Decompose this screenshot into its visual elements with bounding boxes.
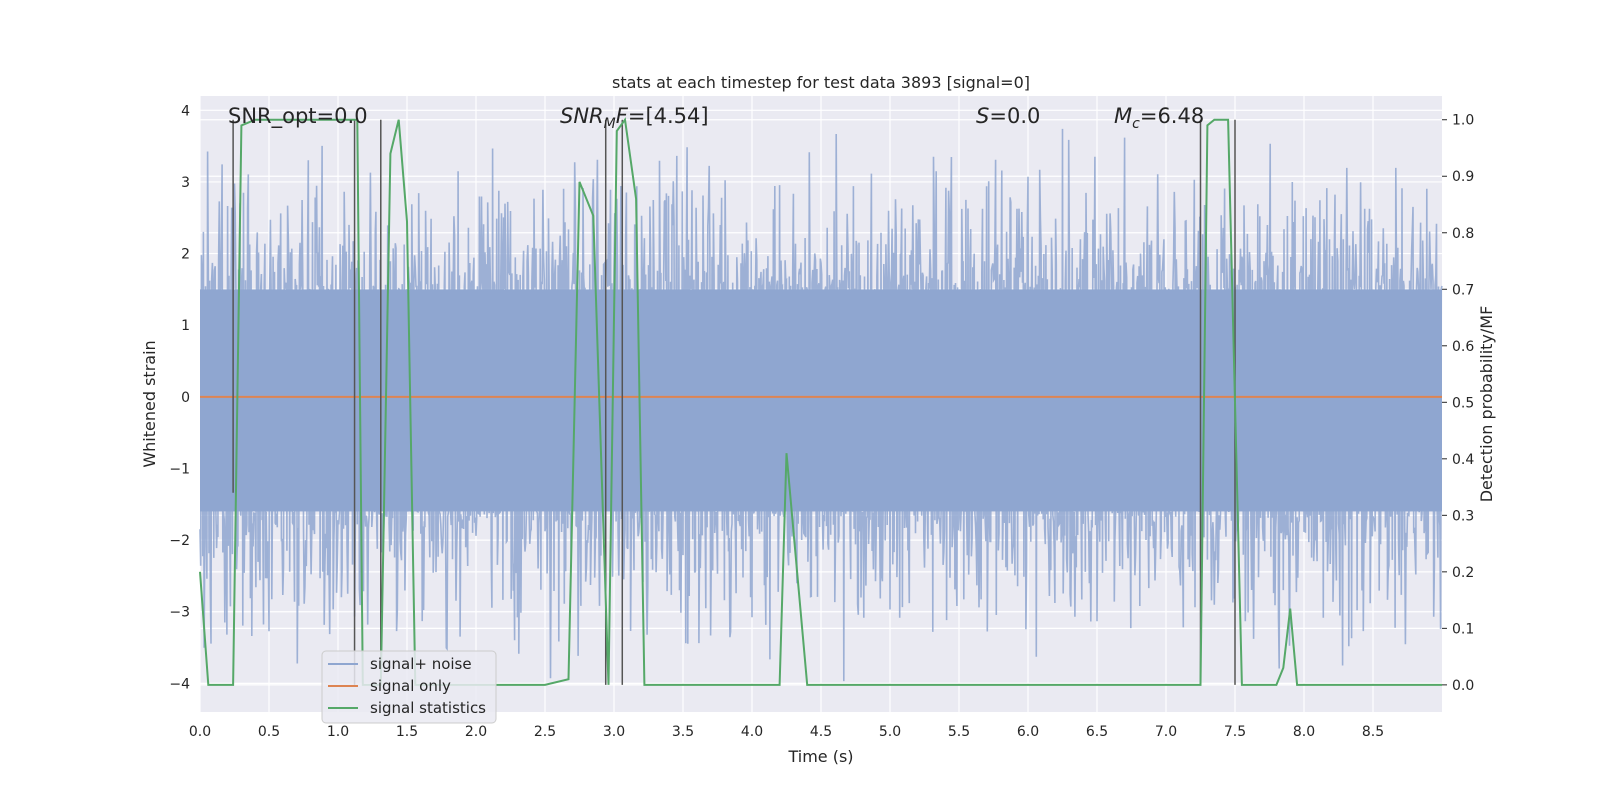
chart-title: stats at each timestep for test data 389… — [612, 73, 1030, 92]
legend-label-signal-only: signal only — [370, 677, 451, 695]
y2-tick-label: 0.8 — [1452, 226, 1474, 242]
y2-axis-ticks: 1.0 0.9 0.8 0.7 0.6 0.5 0.4 0.3 0.2 0.1 0.0 — [1442, 113, 1474, 694]
x-tick-label: 8.0 — [1293, 724, 1315, 740]
x-tick-label: 1.0 — [327, 724, 349, 740]
x-tick-label: 3.5 — [672, 724, 694, 740]
x-tick-label: 2.0 — [465, 724, 487, 740]
y-tick-label: 3 — [181, 175, 190, 191]
x-axis-ticks: 0.0 0.5 1.0 1.5 2.0 2.5 3.0 3.5 4.0 4.5 5.0 5.5 6.0 6… — [189, 724, 1384, 740]
y-tick-label: 2 — [181, 247, 190, 263]
y-axis-label: Whitened strain — [140, 340, 159, 467]
annotation-snr-mf: SNRMF=[4.54] — [560, 104, 709, 132]
y2-tick-label: 0.2 — [1452, 565, 1474, 581]
y2-tick-label: 1.0 — [1452, 113, 1474, 129]
annotation-mc: Mc=6.48 — [1114, 104, 1204, 132]
annotation-s: S=0.0 — [976, 104, 1040, 128]
legend-label-signal-noise: signal+ noise — [370, 655, 472, 673]
x-tick-label: 4.5 — [810, 724, 832, 740]
y2-tick-label: 0.1 — [1452, 621, 1474, 637]
x-tick-label: 1.5 — [396, 724, 418, 740]
y-tick-label: −3 — [169, 605, 190, 621]
x-tick-label: 4.0 — [741, 724, 763, 740]
x-tick-label: 3.0 — [603, 724, 625, 740]
x-tick-label: 7.5 — [1224, 724, 1246, 740]
y-tick-label: 4 — [181, 103, 190, 119]
y2-tick-label: 0.0 — [1452, 678, 1474, 694]
annotation-snr-opt: SNR_opt=0.0 — [228, 104, 368, 129]
x-tick-label: 5.5 — [948, 724, 970, 740]
y-tick-label: 0 — [181, 390, 190, 406]
y-tick-label: 1 — [181, 318, 190, 334]
y2-tick-label: 0.7 — [1452, 282, 1474, 298]
x-tick-label: 6.5 — [1086, 724, 1108, 740]
y-axis-ticks: 4 3 2 1 0 −1 −2 −3 −4 — [169, 103, 190, 692]
x-tick-label: 5.0 — [879, 724, 901, 740]
y-tick-label: −1 — [169, 461, 190, 477]
x-tick-label: 0.0 — [189, 724, 211, 740]
x-tick-label: 0.5 — [258, 724, 280, 740]
x-tick-label: 7.0 — [1155, 724, 1177, 740]
x-axis-label: Time (s) — [787, 747, 853, 766]
y-tick-label: −4 — [169, 676, 190, 692]
y2-tick-label: 0.5 — [1452, 395, 1474, 411]
x-tick-label: 8.5 — [1362, 724, 1384, 740]
y2-tick-label: 0.6 — [1452, 339, 1474, 355]
x-tick-label: 6.0 — [1017, 724, 1039, 740]
y2-tick-label: 0.9 — [1452, 169, 1474, 185]
x-tick-label: 2.5 — [534, 724, 556, 740]
y-tick-label: −2 — [169, 533, 190, 549]
y2-tick-label: 0.3 — [1452, 508, 1474, 524]
y2-axis-label: Detection probability/MF — [1477, 306, 1496, 503]
legend-label-signal-statistics: signal statistics — [370, 699, 486, 717]
legend-box — [321, 650, 497, 724]
legend: signal+ noise signal only signal statist… — [321, 650, 497, 724]
y2-tick-label: 0.4 — [1452, 452, 1474, 468]
